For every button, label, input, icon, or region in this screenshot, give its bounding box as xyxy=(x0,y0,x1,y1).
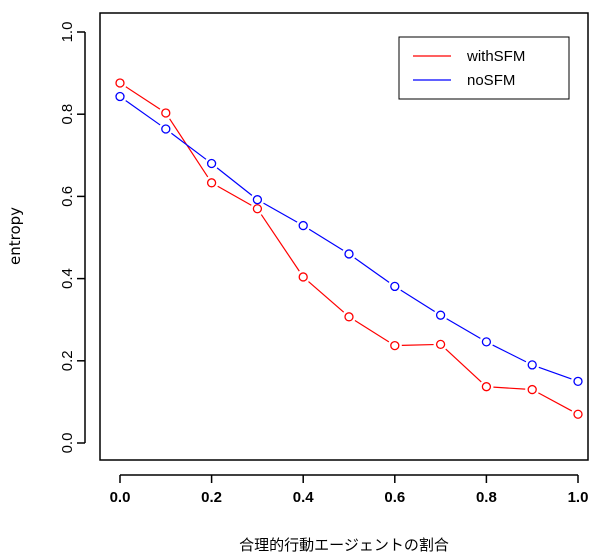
data-point xyxy=(161,108,171,118)
y-tick-label: 0.6 xyxy=(59,186,76,207)
data-point xyxy=(390,340,400,351)
legend-label: noSFM xyxy=(467,72,515,89)
series-segment xyxy=(169,118,209,178)
data-point xyxy=(481,382,492,392)
y-tick-label: 0.0 xyxy=(59,433,76,454)
series-segment xyxy=(263,202,298,223)
data-point xyxy=(481,337,492,347)
x-tick-label: 0.2 xyxy=(201,489,222,506)
series-segment xyxy=(171,132,207,160)
series-segment xyxy=(400,289,435,312)
series-segment xyxy=(308,228,344,251)
x-tick-label: 0.4 xyxy=(293,489,315,506)
data-point xyxy=(298,220,308,231)
data-point xyxy=(161,124,171,134)
data-point xyxy=(344,249,354,259)
data-point xyxy=(527,384,537,395)
series-segment xyxy=(308,281,345,313)
data-point xyxy=(435,339,446,350)
series-segment xyxy=(492,344,527,363)
y-tick-label: 0.4 xyxy=(59,268,76,289)
y-tick-label: 0.2 xyxy=(59,350,76,371)
series-segment xyxy=(354,257,390,283)
data-point xyxy=(115,78,125,88)
x-tick-label: 0.6 xyxy=(384,489,405,506)
plot-area xyxy=(99,12,589,461)
x-tick-label: 0.0 xyxy=(110,489,131,506)
series-segment xyxy=(445,348,482,383)
x-tick-label: 0.8 xyxy=(476,489,497,506)
series-segment xyxy=(260,214,300,272)
data-point xyxy=(298,272,308,282)
series-segment xyxy=(538,366,572,380)
data-point xyxy=(206,158,217,169)
data-point xyxy=(573,376,583,387)
legend-box xyxy=(398,36,570,100)
y-tick-label: 0.8 xyxy=(59,104,76,125)
y-axis-label: entropy xyxy=(6,207,24,265)
data-point xyxy=(435,310,446,320)
series-segment xyxy=(493,386,526,390)
legend-label: withSFM xyxy=(466,48,525,65)
series-segment xyxy=(125,86,161,110)
data-point xyxy=(390,281,400,292)
data-point xyxy=(252,195,263,205)
y-axis: 0.0 0.2 0.4 0.6 0.8 1.0 xyxy=(59,22,86,454)
data-point xyxy=(344,312,354,322)
series-segment xyxy=(538,392,573,412)
data-point xyxy=(573,409,583,419)
x-axis-label: 合理的行動エージェントの割合 xyxy=(239,536,449,554)
x-tick-label: 1.0 xyxy=(568,489,589,506)
series-segment xyxy=(401,343,434,347)
series-segment xyxy=(125,100,161,126)
data-point xyxy=(252,204,263,214)
data-point xyxy=(527,360,537,370)
series-segment xyxy=(216,167,253,196)
plot-frame xyxy=(99,12,589,461)
y-tick-label: 1.0 xyxy=(59,22,76,43)
series-segment xyxy=(217,185,252,206)
series-segment xyxy=(354,320,390,343)
data-point xyxy=(206,178,217,188)
series-withSFM xyxy=(115,78,583,419)
data-point xyxy=(115,91,125,102)
legend: withSFM noSFM xyxy=(398,36,570,100)
series-layer xyxy=(115,78,583,419)
x-axis: 0.0 0.2 0.4 0.6 0.8 1.0 xyxy=(110,474,589,506)
series-noSFM xyxy=(115,91,583,387)
series-segment xyxy=(446,318,481,339)
